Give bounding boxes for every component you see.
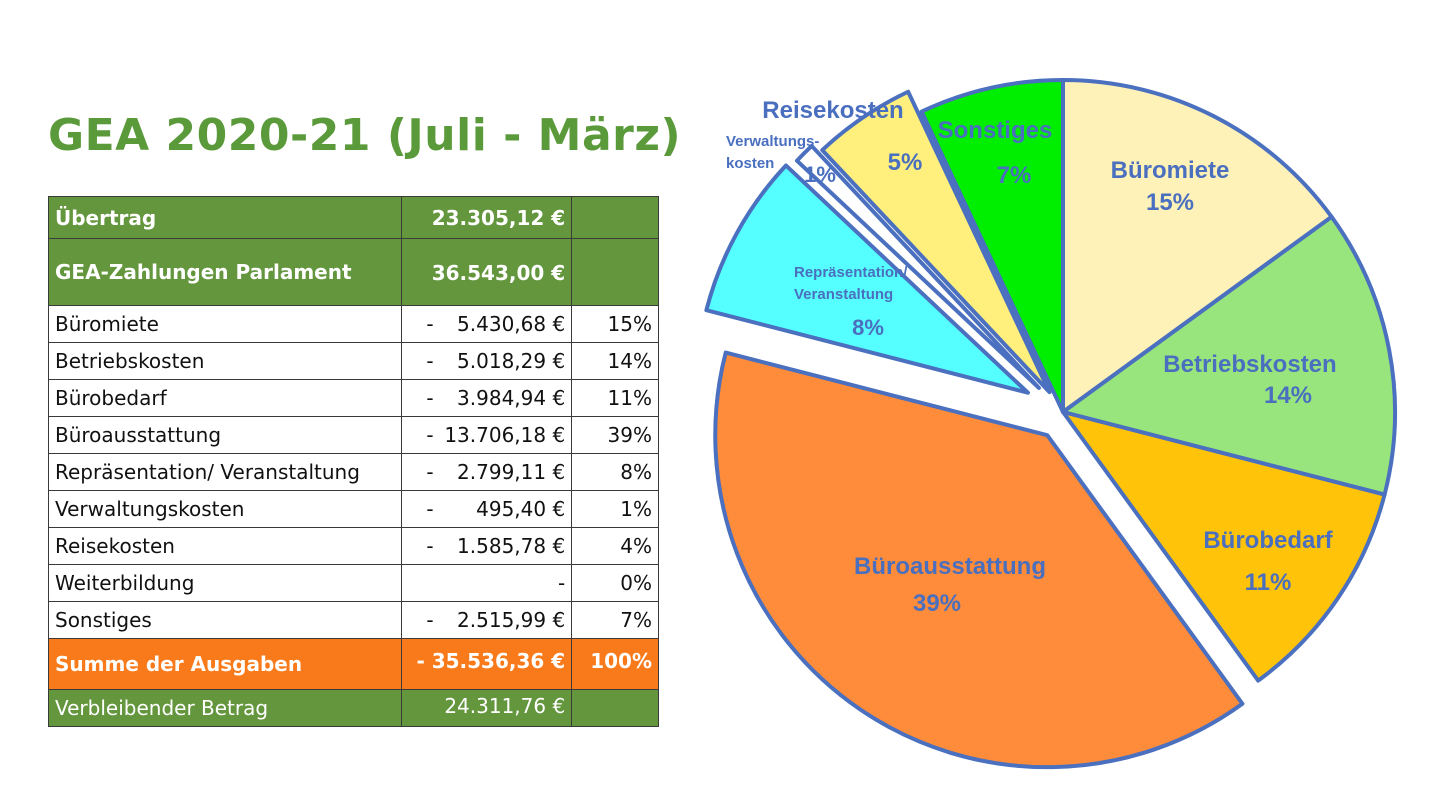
pie-slice [919,78,1065,414]
row-label: Weiterbildung [47,564,403,602]
row-sign: - [426,497,434,521]
row-value: 495,40 € [476,497,566,521]
row-label: Sonstiges [47,601,403,639]
row-value: 1.585,78 € [457,534,566,558]
row-value: 13.706,18 € [444,423,566,447]
row-sign: - [426,386,434,410]
uebertrag-pct [571,196,659,239]
table-row-zahlungen: GEA-Zahlungen Parlament 36.543,00 € [47,238,659,306]
row-value: - [557,571,566,595]
pie-slice [820,89,1052,395]
row-sign: - [426,423,434,447]
slice-percent: 14% [1264,382,1312,409]
table-row-summe: Summe der Ausgaben - 35.536,36 €100% [47,638,659,690]
row-pct: 11% [571,379,659,417]
row-label: Betriebskosten [47,342,403,380]
row-amount: - 495,40 € [401,490,573,528]
page-title: GEA 2020-21 (Juli - März) [48,110,682,161]
table-row: Bürobedarf -3.984,94 €11% [47,379,659,417]
slice-percent: 8% [852,315,884,340]
row-amount: -2.799,11 € [401,453,573,491]
pie-slice [794,143,1041,390]
row-pct: 1% [571,490,659,528]
row-pct: 8% [571,453,659,491]
row-amount: -2.515,99 € [401,601,573,639]
row-label: Reisekosten [47,527,403,565]
slice-label: Sonstiges [938,117,1053,144]
slice-percent: 39% [913,590,961,617]
slice-label: Bürobedarf [1203,527,1333,554]
slice-label: Betriebskosten [1163,351,1336,378]
slice-percent: 5% [888,149,923,176]
row-amount: -5.430,68 € [401,305,573,343]
row-sign: - [426,534,434,558]
row-pct: 39% [571,416,659,454]
slice-label: Büromiete [1111,157,1230,184]
table-row: Weiterbildung -0% [47,564,659,602]
slice-percent: 1% [804,162,836,187]
rest-amount: 24.311,76 € [401,689,573,727]
table-row: Sonstiges -2.515,99 €7% [47,601,659,639]
slice-percent: 7% [997,162,1032,189]
pie-slice [1061,78,1334,414]
row-pct: 0% [571,564,659,602]
zahlungen-amount: 36.543,00 € [401,238,573,306]
table-row: Verwaltungskosten - 495,40 €1% [47,490,659,528]
rest-pct [571,689,659,727]
pie-chart: Büromiete 15% Betriebskosten 14% Bürobedarf 1… [704,78,1397,770]
row-amount: -5.018,29 € [401,342,573,380]
row-value: 5.018,29 € [457,349,566,373]
zahlungen-pct [571,238,659,306]
row-amount: -3.984,94 € [401,379,573,417]
row-label: Büromiete [47,305,403,343]
row-sign: - [426,608,434,632]
slice-label: Repräsentation/Veranstaltung [794,264,908,303]
summe-pct: 100% [571,638,659,690]
row-label: Büroausstattung [47,416,403,454]
slice-label: Reisekosten [762,97,903,124]
pie-slice [713,350,1245,770]
summe-amount: - 35.536,36 € [401,638,573,690]
pie-slice [704,163,1030,395]
rest-label: Verbleibender Betrag [47,689,403,727]
row-pct: 15% [571,305,659,343]
row-amount: -1.585,78 € [401,527,573,565]
row-label: Verwaltungskosten [47,490,403,528]
row-value: 2.799,11 € [457,460,566,484]
row-sign: - [426,460,434,484]
row-value: 3.984,94 € [457,386,566,410]
pie-slice [1061,410,1387,683]
table-row: Büromiete -5.430,68 €15% [47,305,659,343]
table-row: Betriebskosten -5.018,29 €14% [47,342,659,380]
row-sign: - [426,349,434,373]
uebertrag-label: Übertrag [47,196,403,239]
table-row: Reisekosten -1.585,78 €4% [47,527,659,565]
budget-table: Übertrag 23.305,12 € GEA-Zahlungen Parla… [47,196,659,727]
table-row-uebertrag: Übertrag 23.305,12 € [47,196,659,239]
slice-label: Büroausstattung [854,553,1046,580]
row-pct: 4% [571,527,659,565]
row-value: 5.430,68 € [457,312,566,336]
row-label: Bürobedarf [47,379,403,417]
zahlungen-label: GEA-Zahlungen Parlament [47,238,403,306]
row-amount: -13.706,18 € [401,416,573,454]
table-row-rest: Verbleibender Betrag 24.311,76 € [47,689,659,727]
row-pct: 14% [571,342,659,380]
row-pct: 7% [571,601,659,639]
slice-percent: 11% [1245,569,1292,596]
slice-percent: 15% [1146,189,1194,216]
table-row: Repräsentation/ Veranstaltung -2.799,11 €… [47,453,659,491]
row-amount: - [401,564,573,602]
row-value: 2.515,99 € [457,608,566,632]
table-row: Büroausstattung -13.706,18 €39% [47,416,659,454]
uebertrag-amount: 23.305,12 € [401,196,573,239]
row-label: Repräsentation/ Veranstaltung [47,453,403,491]
row-sign: - [426,312,434,336]
pie-slice [1061,214,1397,497]
summe-label: Summe der Ausgaben [47,638,403,690]
slice-label: Verwaltungs-kosten [726,133,819,172]
